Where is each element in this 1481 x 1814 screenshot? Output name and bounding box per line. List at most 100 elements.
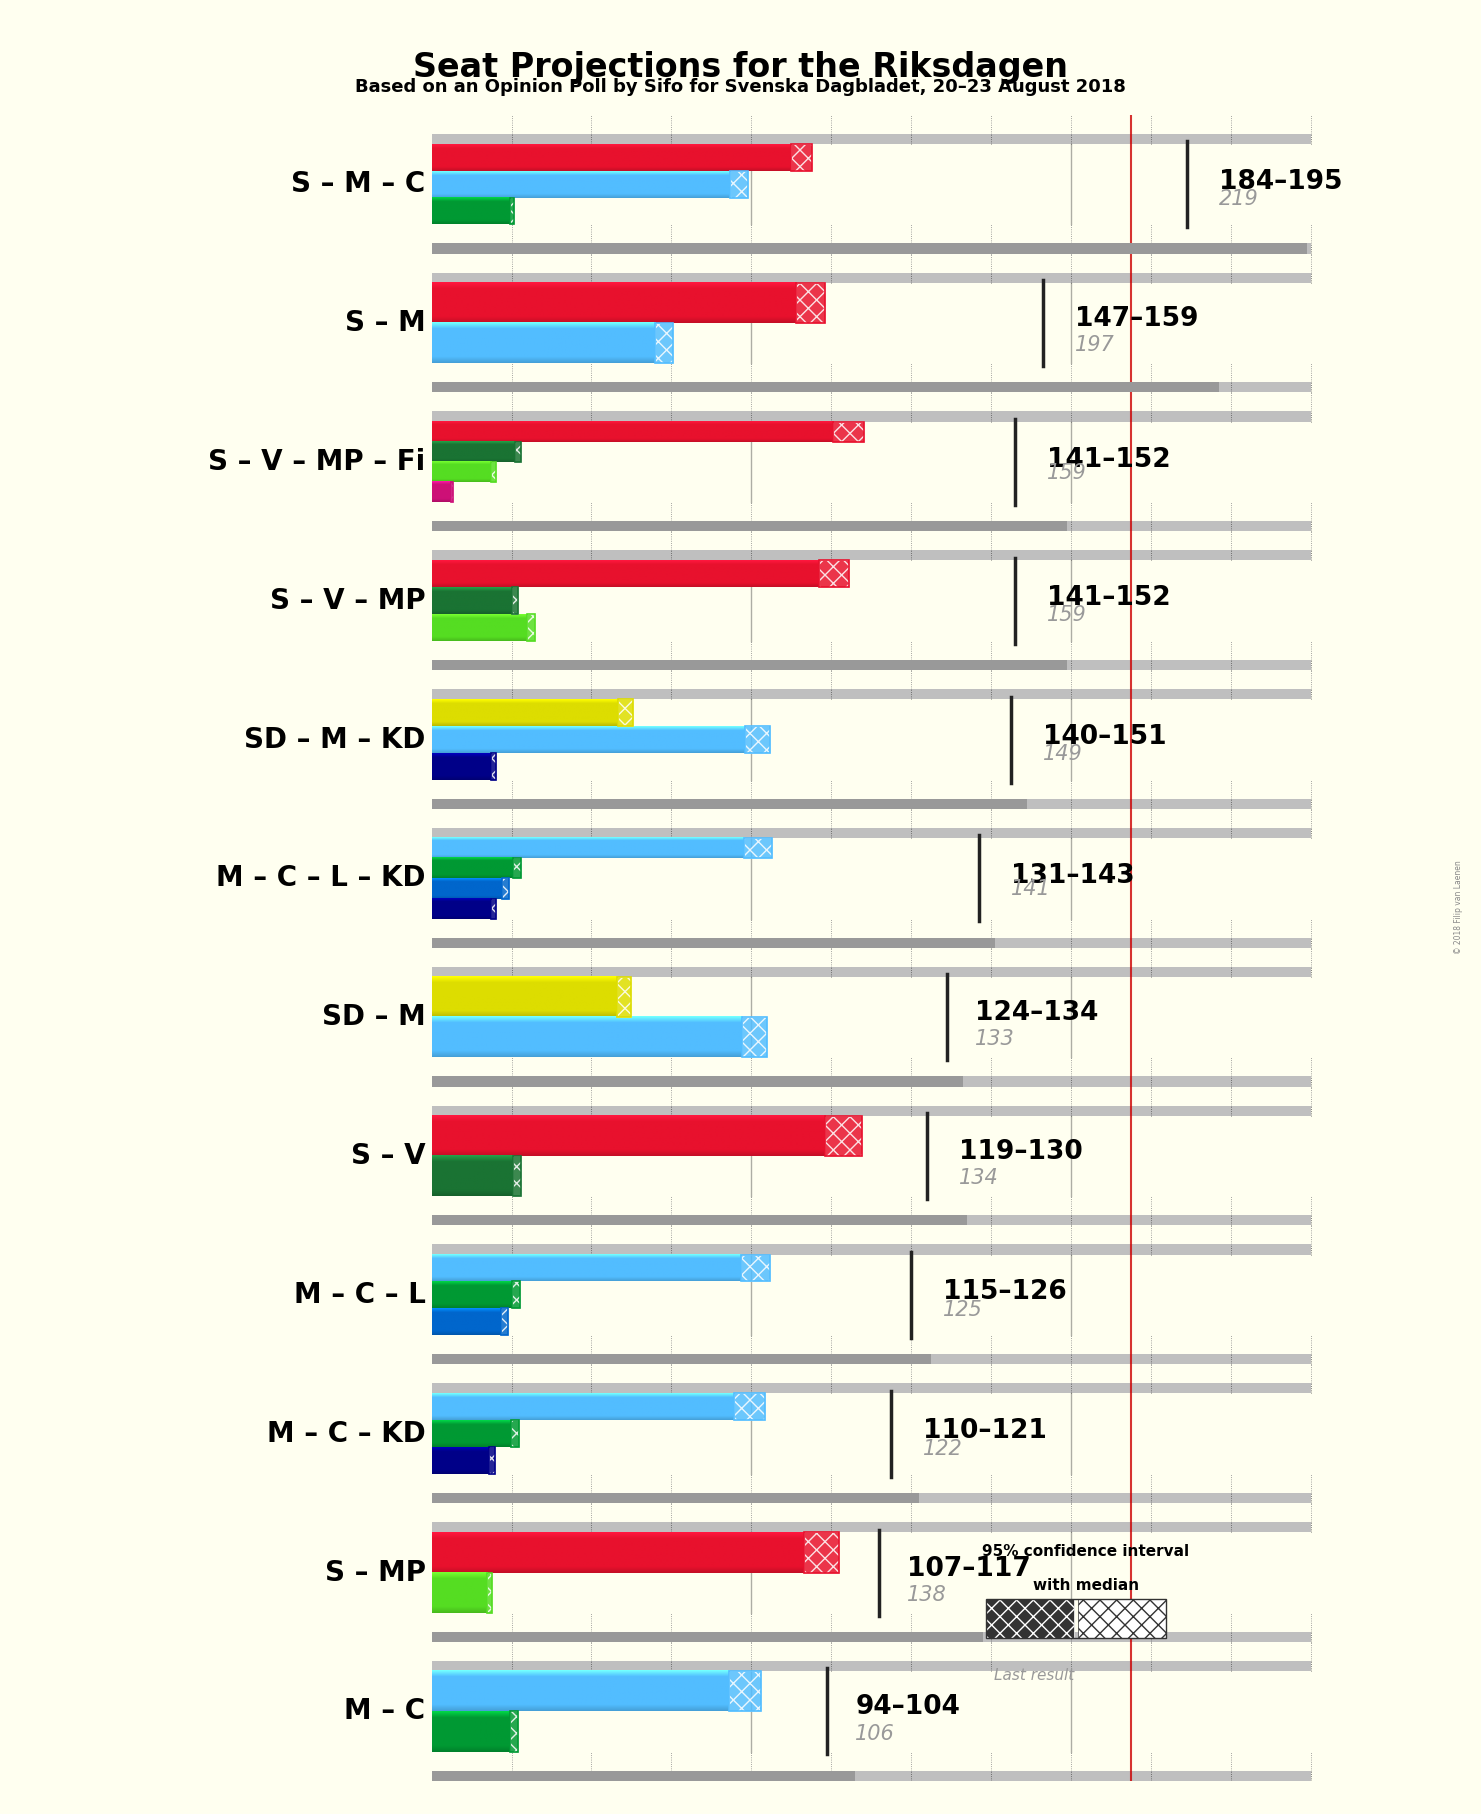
Bar xyxy=(431,1364,1311,1384)
Bar xyxy=(431,1076,1311,1087)
Bar xyxy=(431,1215,967,1226)
Text: 133: 133 xyxy=(976,1029,1014,1048)
Text: 107–117: 107–117 xyxy=(908,1556,1031,1582)
Bar xyxy=(431,798,1028,809)
Text: 106: 106 xyxy=(856,1723,895,1743)
Bar xyxy=(740,1255,770,1281)
Bar xyxy=(502,1308,508,1335)
Bar xyxy=(431,1642,1311,1671)
Bar xyxy=(431,1226,1311,1255)
Bar xyxy=(431,780,1311,798)
Text: 95% confidence interval: 95% confidence interval xyxy=(982,1544,1189,1558)
Bar xyxy=(832,421,863,443)
Bar xyxy=(825,1116,862,1156)
Bar xyxy=(509,198,514,225)
Bar xyxy=(740,1255,770,1281)
Bar xyxy=(431,949,1311,978)
Bar xyxy=(795,283,825,323)
Text: 197: 197 xyxy=(1075,336,1115,356)
Bar xyxy=(735,1393,764,1420)
Bar xyxy=(825,1116,862,1156)
Bar xyxy=(791,143,812,171)
Bar xyxy=(512,1281,520,1308)
Bar xyxy=(431,392,1311,421)
Text: 141: 141 xyxy=(1012,880,1052,900)
Bar xyxy=(514,858,521,878)
Bar xyxy=(431,1197,1311,1215)
Bar xyxy=(616,978,631,1018)
Bar xyxy=(502,878,508,898)
Bar xyxy=(745,726,770,753)
Bar xyxy=(431,1613,1311,1633)
Bar xyxy=(489,1448,495,1475)
Bar xyxy=(742,1018,767,1058)
Bar xyxy=(730,1671,761,1711)
Bar xyxy=(431,243,1311,254)
Bar xyxy=(492,898,496,918)
Bar xyxy=(509,198,514,225)
Bar xyxy=(515,443,521,463)
Bar xyxy=(431,1215,1311,1226)
Text: Based on an Opinion Poll by Sifo for Svenska Dagbladet, 20–23 August 2018: Based on an Opinion Poll by Sifo for Sve… xyxy=(355,78,1126,96)
Bar xyxy=(804,1533,838,1573)
Text: M – C: M – C xyxy=(345,1698,425,1725)
Bar xyxy=(514,858,521,878)
Bar xyxy=(431,938,995,949)
Bar xyxy=(431,1087,1311,1105)
Text: 138: 138 xyxy=(908,1585,948,1605)
Bar xyxy=(502,1308,508,1335)
Bar xyxy=(512,1281,520,1308)
Bar xyxy=(502,878,508,898)
Text: 141–152: 141–152 xyxy=(1047,586,1171,611)
Bar xyxy=(743,838,772,858)
Text: 219: 219 xyxy=(1219,189,1259,209)
Bar xyxy=(431,243,1308,254)
Bar xyxy=(515,443,521,463)
Bar xyxy=(730,1671,761,1711)
Bar xyxy=(1078,1598,1166,1638)
Text: 184–195: 184–195 xyxy=(1219,169,1343,194)
Bar xyxy=(431,1475,1311,1493)
Bar xyxy=(431,1353,932,1364)
Bar xyxy=(616,978,631,1018)
Bar xyxy=(791,143,812,171)
Text: 159: 159 xyxy=(1047,606,1087,626)
Bar xyxy=(431,1633,1311,1642)
Bar xyxy=(431,363,1311,383)
Bar xyxy=(431,938,1311,949)
Bar xyxy=(431,1087,1311,1116)
Bar xyxy=(431,809,1311,827)
Text: SD – M – KD: SD – M – KD xyxy=(244,726,425,753)
Bar xyxy=(431,1633,983,1642)
Bar xyxy=(431,254,1311,272)
Bar xyxy=(431,383,1219,392)
Bar xyxy=(431,1353,1311,1364)
Bar xyxy=(431,1770,856,1781)
Text: M – C – L – KD: M – C – L – KD xyxy=(216,865,425,892)
Bar xyxy=(452,483,453,502)
Bar xyxy=(492,463,496,483)
Text: 134: 134 xyxy=(960,1168,1000,1188)
Bar xyxy=(431,1226,1311,1244)
Text: S – V – MP – Fi: S – V – MP – Fi xyxy=(209,448,425,475)
Text: S – MP: S – MP xyxy=(324,1558,425,1587)
Text: S – M: S – M xyxy=(345,308,425,337)
Bar xyxy=(431,1364,1311,1393)
Bar xyxy=(431,809,1311,838)
Text: M – C – KD: M – C – KD xyxy=(267,1420,425,1448)
Bar xyxy=(431,798,1311,809)
Bar xyxy=(431,1504,1311,1522)
Text: S – V – MP: S – V – MP xyxy=(270,586,425,615)
Bar xyxy=(431,383,1311,392)
Bar xyxy=(431,532,1311,561)
Bar xyxy=(514,1156,521,1197)
Text: Seat Projections for the Riksdagen: Seat Projections for the Riksdagen xyxy=(413,51,1068,83)
Bar xyxy=(730,171,748,198)
Text: M – C – L: M – C – L xyxy=(293,1281,425,1310)
Bar xyxy=(431,1642,1311,1662)
Text: 141–152: 141–152 xyxy=(1047,446,1171,473)
Bar xyxy=(492,753,496,780)
Bar xyxy=(527,615,535,640)
Text: S – V: S – V xyxy=(351,1143,425,1170)
Text: 125: 125 xyxy=(943,1299,983,1319)
